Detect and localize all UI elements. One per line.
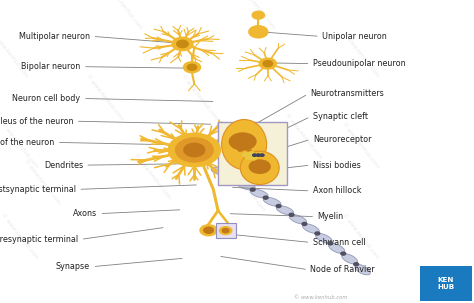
Circle shape <box>315 232 320 235</box>
Ellipse shape <box>222 119 266 170</box>
Circle shape <box>237 181 242 184</box>
Circle shape <box>302 222 307 225</box>
Circle shape <box>204 227 213 233</box>
Text: Myelin: Myelin <box>318 212 344 221</box>
Text: Node of Ranvier: Node of Ranvier <box>310 265 375 274</box>
Ellipse shape <box>290 215 307 224</box>
Circle shape <box>252 11 264 19</box>
Circle shape <box>259 58 276 69</box>
Text: Dendrites: Dendrites <box>44 161 83 170</box>
Text: © www.kenhub.com: © www.kenhub.com <box>0 31 29 78</box>
Circle shape <box>263 196 268 199</box>
Circle shape <box>175 138 213 162</box>
Ellipse shape <box>263 197 281 206</box>
Text: Nissi bodies: Nissi bodies <box>313 161 361 170</box>
Text: Axons: Axons <box>73 209 97 218</box>
Circle shape <box>246 156 251 159</box>
Circle shape <box>251 156 256 160</box>
Circle shape <box>222 228 229 233</box>
Circle shape <box>219 227 232 235</box>
Ellipse shape <box>302 224 319 233</box>
Ellipse shape <box>355 265 370 275</box>
Circle shape <box>328 242 333 245</box>
Text: Mitochondrion of the neuron: Mitochondrion of the neuron <box>0 138 55 147</box>
Circle shape <box>354 263 358 266</box>
Ellipse shape <box>246 149 252 152</box>
Ellipse shape <box>237 181 255 190</box>
Text: © www.kenhub.com: © www.kenhub.com <box>341 213 380 260</box>
Circle shape <box>253 154 256 156</box>
Text: Schwann cell: Schwann cell <box>313 238 365 247</box>
Text: Postsynaptic terminal: Postsynaptic terminal <box>0 185 76 194</box>
Text: Axon hillock: Axon hillock <box>313 186 361 195</box>
Ellipse shape <box>250 189 268 198</box>
Ellipse shape <box>328 243 345 253</box>
Circle shape <box>260 154 264 156</box>
Bar <box>218 122 287 185</box>
Circle shape <box>187 64 197 70</box>
Circle shape <box>289 213 294 216</box>
Circle shape <box>248 152 254 155</box>
Circle shape <box>200 225 217 236</box>
Circle shape <box>183 62 201 73</box>
Circle shape <box>229 133 256 150</box>
Circle shape <box>250 188 255 191</box>
Ellipse shape <box>235 144 241 146</box>
Text: Presynaptic terminal: Presynaptic terminal <box>0 235 78 244</box>
Text: Neuroreceptor: Neuroreceptor <box>313 135 371 144</box>
Circle shape <box>276 205 281 208</box>
Ellipse shape <box>211 167 230 175</box>
Text: © www.kenhub.com: © www.kenhub.com <box>284 113 323 160</box>
Text: © www.kenhub.com: © www.kenhub.com <box>341 31 380 78</box>
Ellipse shape <box>276 206 294 215</box>
Text: Neuron cell body: Neuron cell body <box>12 94 81 103</box>
Circle shape <box>184 143 205 157</box>
Text: © www.kenhub.com: © www.kenhub.com <box>0 122 38 169</box>
Text: © www.kenhub.com: © www.kenhub.com <box>180 73 219 121</box>
Text: Pseudounipolar neuron: Pseudounipolar neuron <box>313 59 405 68</box>
Circle shape <box>263 61 273 67</box>
Ellipse shape <box>224 174 243 182</box>
Circle shape <box>253 154 259 158</box>
Text: © www.kenhub.com: © www.kenhub.com <box>228 164 266 211</box>
Ellipse shape <box>342 254 357 264</box>
Ellipse shape <box>244 146 249 148</box>
Circle shape <box>341 252 346 255</box>
Text: Synapse: Synapse <box>56 262 90 271</box>
Text: © www.kenhub.com: © www.kenhub.com <box>104 0 143 30</box>
Text: Unipolar neuron: Unipolar neuron <box>322 32 387 41</box>
Text: Bipolar neuron: Bipolar neuron <box>21 62 81 71</box>
Bar <box>216 223 236 238</box>
Text: © www.kenhub.com: © www.kenhub.com <box>0 213 38 260</box>
Text: © www.kenhub.com: © www.kenhub.com <box>294 295 347 300</box>
Text: © www.kenhub.com: © www.kenhub.com <box>237 0 275 30</box>
Text: Synaptic cleft: Synaptic cleft <box>313 112 368 121</box>
Text: © www.kenhub.com: © www.kenhub.com <box>24 158 62 205</box>
Circle shape <box>168 133 220 167</box>
Text: Nucleus of the neuron: Nucleus of the neuron <box>0 117 73 126</box>
Circle shape <box>177 40 188 48</box>
Text: Neurotransmitters: Neurotransmitters <box>310 89 384 98</box>
Text: © www.kenhub.com: © www.kenhub.com <box>341 122 380 169</box>
Ellipse shape <box>240 151 279 185</box>
Circle shape <box>225 173 229 176</box>
Circle shape <box>256 154 260 156</box>
Text: KEN
HUB: KEN HUB <box>437 277 454 290</box>
Circle shape <box>249 26 268 38</box>
Text: © www.kenhub.com: © www.kenhub.com <box>85 73 124 121</box>
Ellipse shape <box>237 149 243 152</box>
Text: Multipolar neuron: Multipolar neuron <box>19 32 90 41</box>
Ellipse shape <box>316 233 332 243</box>
Circle shape <box>243 153 248 156</box>
Text: © www.kenhub.com: © www.kenhub.com <box>133 152 171 199</box>
Circle shape <box>172 37 193 51</box>
Circle shape <box>249 160 270 173</box>
FancyBboxPatch shape <box>420 266 472 301</box>
